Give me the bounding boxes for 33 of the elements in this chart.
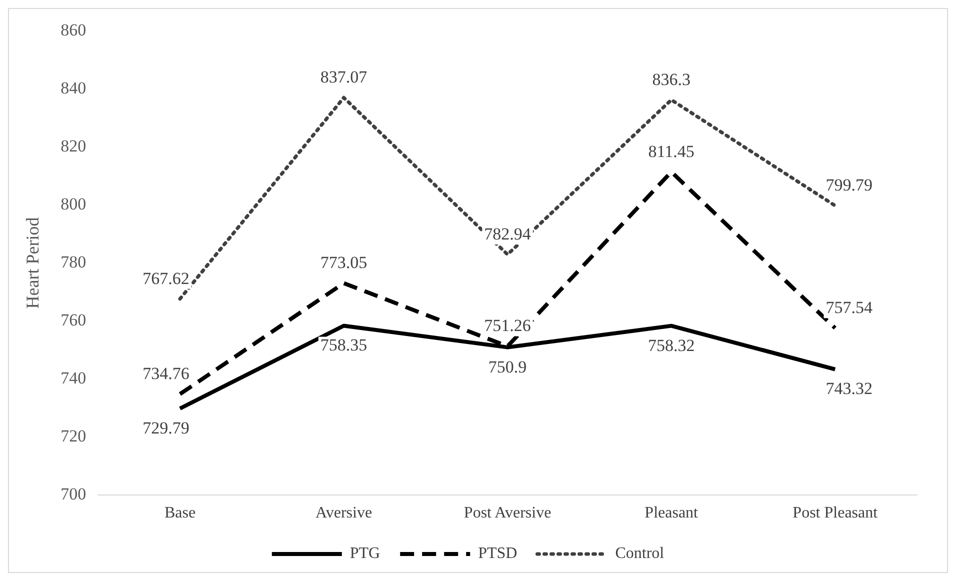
data-label: 734.76	[142, 364, 190, 384]
legend-label: PTG	[350, 545, 381, 562]
y-tick-label: 820	[60, 136, 86, 156]
data-label: 837.07	[320, 68, 368, 87]
data-label: 758.32	[648, 336, 695, 355]
data-label: 773.05	[320, 253, 368, 272]
data-label: 811.45	[648, 142, 694, 161]
data-label: 782.94	[484, 224, 532, 244]
y-tick-label: 760	[60, 310, 86, 330]
data-label: 757.54	[826, 298, 873, 318]
x-tick-label: Post Aversive	[464, 504, 552, 522]
data-label: 743.32	[826, 379, 872, 398]
x-tick-label: Pleasant	[644, 504, 699, 522]
legend-label: Control	[615, 545, 665, 562]
data-label: 729.79	[142, 418, 190, 438]
data-label: 799.79	[826, 176, 872, 195]
y-tick-label: 740	[60, 368, 86, 388]
y-tick-label: 840	[60, 78, 86, 98]
x-tick-label: Base	[164, 504, 196, 522]
legend-label: PTSD	[478, 545, 518, 562]
y-tick-label: 700	[60, 484, 86, 504]
data-label: 751.26	[484, 316, 531, 336]
data-label: 750.9	[488, 357, 527, 376]
x-tick-label: Aversive	[315, 504, 372, 522]
y-tick-label: 780	[60, 252, 86, 272]
data-label: 836.3	[652, 70, 690, 89]
data-label: 767.62	[142, 268, 190, 288]
data-label: 758.35	[320, 336, 368, 355]
y-axis-title: Heart Period	[22, 217, 43, 309]
x-tick-label: Post Pleasant	[792, 504, 878, 522]
y-tick-label: 800	[60, 194, 86, 214]
y-tick-label: 860	[60, 20, 86, 40]
y-tick-label: 720	[60, 426, 86, 446]
